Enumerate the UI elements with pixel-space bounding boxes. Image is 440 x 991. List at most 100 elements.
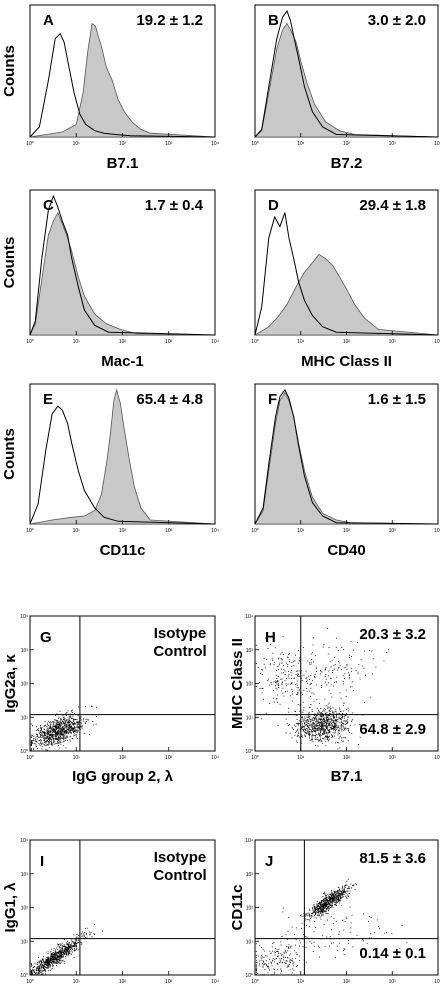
event-dot: [269, 703, 271, 704]
event-dot: [50, 959, 52, 961]
event-dot: [48, 743, 50, 745]
event-dot: [312, 717, 314, 719]
event-dot: [337, 895, 339, 897]
event-dot: [49, 723, 51, 725]
event-dot: [81, 942, 83, 944]
event-dot: [340, 897, 342, 899]
event-dot: [345, 720, 347, 721]
event-dot: [350, 641, 352, 642]
event-dot: [72, 728, 74, 730]
event-dot: [62, 954, 64, 955]
event-dot: [56, 965, 57, 966]
event-dot: [49, 721, 51, 723]
event-dot: [320, 906, 322, 908]
event-dot: [316, 728, 317, 730]
event-dot: [338, 900, 340, 902]
isotype-histogram: [29, 32, 216, 138]
event-dot: [384, 932, 386, 934]
event-dot: [41, 739, 43, 741]
event-dot: [348, 678, 350, 680]
event-dot: [312, 644, 314, 646]
event-dot: [306, 919, 308, 921]
event-dot: [57, 943, 59, 945]
event-dot: [341, 895, 343, 897]
event-dot: [293, 729, 294, 731]
event-dot: [58, 961, 60, 962]
event-dot: [316, 729, 318, 731]
event-dot: [267, 966, 269, 967]
event-dot: [346, 722, 348, 724]
percent-annotation: 1.6 ± 1.5: [368, 391, 426, 408]
event-dot: [284, 691, 286, 693]
event-dot: [298, 735, 299, 737]
event-dot: [301, 726, 303, 728]
event-dot: [315, 720, 317, 722]
event-dot: [330, 724, 332, 726]
x-tick-label: 10³: [389, 528, 397, 534]
event-dot: [78, 724, 80, 725]
event-dot: [31, 970, 33, 972]
event-dot: [343, 896, 344, 898]
event-dot: [75, 944, 77, 946]
event-dot: [73, 728, 75, 730]
event-dot: [62, 959, 64, 961]
event-dot: [311, 726, 313, 728]
event-dot: [313, 945, 315, 947]
event-dot: [44, 731, 46, 733]
event-dot: [341, 717, 343, 719]
event-dot: [263, 663, 265, 665]
event-dot: [357, 671, 359, 673]
event-dot: [272, 652, 274, 654]
event-dot: [57, 957, 59, 959]
event-dot: [58, 730, 60, 732]
event-dot: [306, 733, 308, 734]
event-dot: [306, 913, 308, 915]
event-dot: [322, 911, 324, 913]
event-dot: [260, 947, 262, 949]
event-dot: [316, 722, 318, 724]
event-dot: [262, 948, 264, 950]
event-dot: [326, 896, 328, 898]
event-dot: [295, 654, 296, 656]
event-dot: [273, 974, 274, 976]
event-dot: [319, 730, 321, 732]
event-dot: [54, 730, 56, 731]
event-dot: [41, 970, 43, 972]
event-dot: [299, 955, 301, 957]
event-dot: [263, 974, 265, 976]
event-dot: [327, 901, 329, 903]
event-dot: [314, 715, 315, 716]
event-dot: [71, 709, 73, 711]
event-dot: [337, 897, 339, 898]
event-dot: [64, 738, 66, 739]
event-dot: [46, 744, 48, 746]
event-dot: [325, 724, 327, 726]
event-dot: [325, 681, 326, 683]
event-dot: [341, 714, 343, 716]
event-dot: [70, 735, 71, 737]
event-dot: [326, 722, 328, 724]
stained-histogram: [253, 22, 439, 138]
event-dot: [74, 945, 75, 946]
event-dot: [258, 964, 260, 966]
event-dot: [59, 950, 61, 952]
event-dot: [332, 711, 334, 713]
event-dot: [58, 723, 60, 725]
event-dot: [327, 718, 329, 720]
event-dot: [339, 692, 341, 694]
event-dot: [68, 732, 70, 734]
event-dot: [338, 931, 340, 933]
event-dot: [328, 909, 330, 911]
event-dot: [46, 726, 48, 727]
event-dot: [40, 974, 42, 976]
event-dot: [329, 720, 331, 722]
event-dot: [59, 953, 61, 955]
event-dot: [317, 717, 319, 719]
x-tick-label: 10⁴: [434, 339, 440, 345]
event-dot: [315, 671, 317, 672]
event-dot: [41, 743, 43, 745]
event-dot: [83, 934, 85, 936]
event-dot: [324, 720, 326, 721]
event-dot: [37, 729, 39, 731]
x-tick-label: 10⁰: [26, 755, 34, 761]
